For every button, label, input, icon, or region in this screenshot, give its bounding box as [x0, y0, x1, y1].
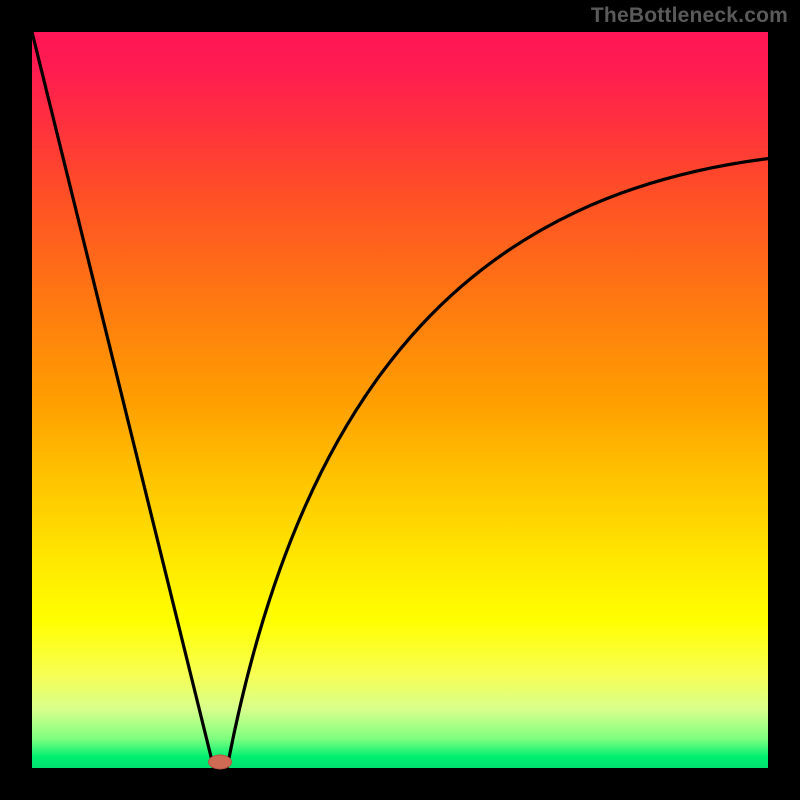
- watermark-label: TheBottleneck.com: [591, 4, 788, 28]
- bottleneck-curve: [32, 32, 768, 768]
- optimal-point-marker: [208, 755, 232, 770]
- plot-area: [32, 32, 768, 768]
- chart-container: TheBottleneck.com: [0, 0, 800, 800]
